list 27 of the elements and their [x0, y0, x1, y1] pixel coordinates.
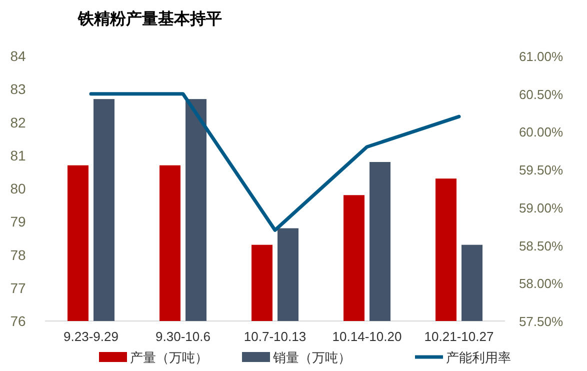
y-tick-label: 78 [10, 246, 26, 263]
chart-title: 铁精粉产量基本持平 [77, 10, 222, 28]
x-tick-label: 9.30-10.6 [156, 329, 210, 344]
y-tick-label: 82 [10, 114, 26, 130]
x-tick-label: 10.7-10.13 [244, 329, 306, 344]
y2-tick-label: 60.00% [518, 124, 564, 140]
y-tick-label: 79 [10, 214, 26, 230]
y-tick-label: 76 [10, 313, 26, 329]
y-tick-label: 81 [10, 147, 26, 164]
x-tick-label: 9.23-9.29 [64, 329, 118, 344]
y-tick-label: 84 [10, 48, 26, 64]
legend-label: 产能利用率 [446, 350, 511, 365]
y-tick-label: 83 [10, 81, 26, 98]
y2-tick-label: 59.50% [518, 162, 564, 178]
y-tick-label: 77 [10, 280, 26, 296]
x-tick-label: 10.14-10.20 [332, 329, 402, 344]
line-series [89, 92, 461, 232]
legend-label: 产量（万吨） [130, 350, 208, 365]
y2-tick-label: 61.00% [518, 49, 564, 64]
legend-label: 销量（万吨） [272, 350, 351, 365]
y2-tick-label: 57.50% [518, 314, 564, 329]
y2-tick-label: 59.00% [518, 200, 564, 216]
y2-tick-label: 58.00% [518, 276, 564, 292]
y-tick-label: 80 [10, 180, 26, 196]
y2-tick-label: 58.50% [518, 238, 564, 254]
y2-tick-label: 60.50% [518, 86, 564, 102]
x-tick-label: 10.21-10.27 [424, 329, 494, 344]
